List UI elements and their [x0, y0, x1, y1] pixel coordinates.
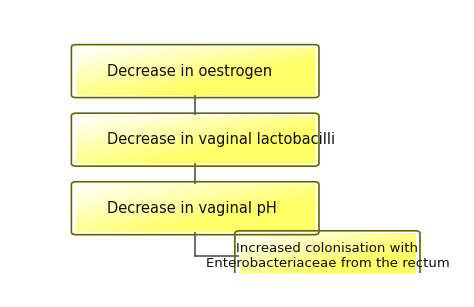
Text: Decrease in vaginal lactobacilli: Decrease in vaginal lactobacilli — [107, 132, 335, 147]
Text: Decrease in oestrogen: Decrease in oestrogen — [107, 64, 272, 79]
Text: Decrease in vaginal pH: Decrease in vaginal pH — [107, 201, 277, 216]
Text: Increased colonisation with
Enterobacteriaceae from the rectum: Increased colonisation with Enterobacter… — [206, 242, 449, 270]
